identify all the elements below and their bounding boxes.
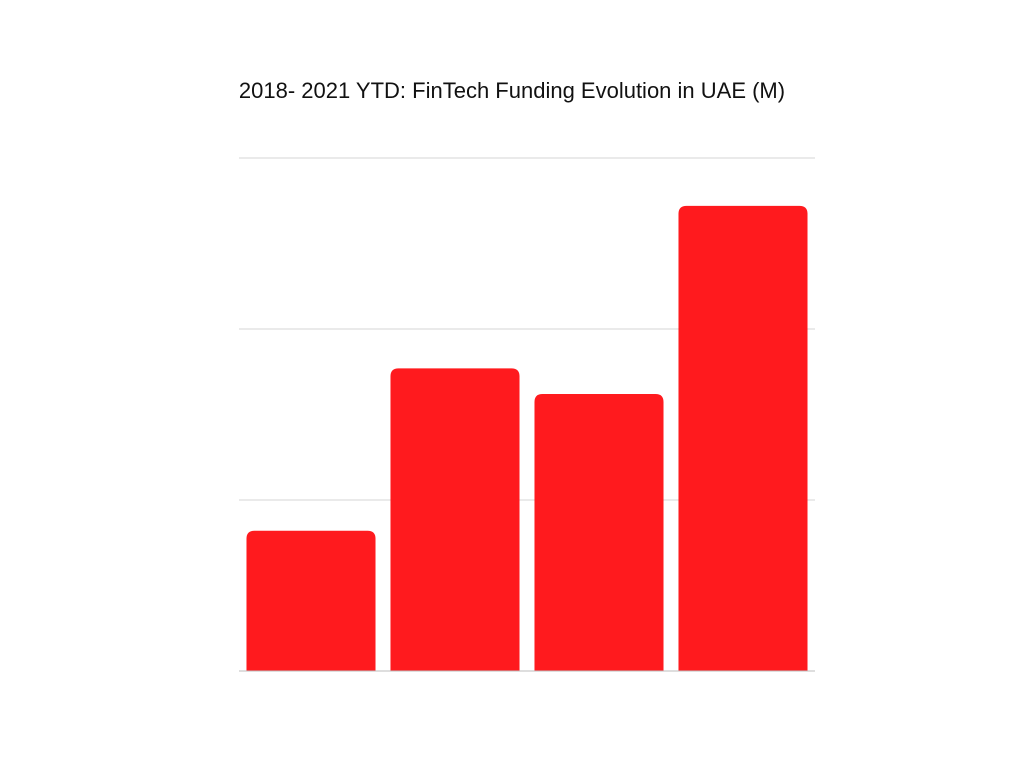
chart-title: 2018- 2021 YTD: FinTech Funding Evolutio… <box>239 78 785 103</box>
bar <box>390 368 520 671</box>
bar <box>678 205 808 671</box>
bar <box>246 530 376 671</box>
bar <box>534 393 664 671</box>
